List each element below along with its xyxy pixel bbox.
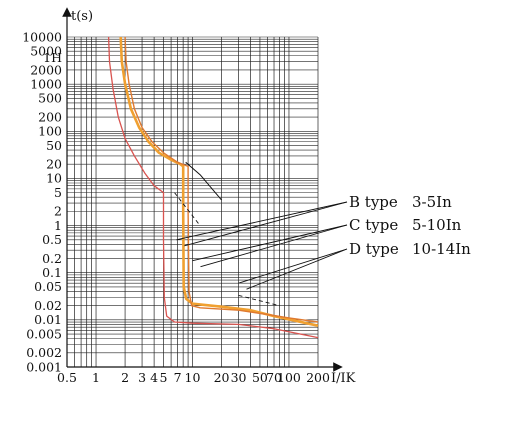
trip-curve <box>124 36 319 323</box>
x-tick-label: 70 <box>266 370 282 385</box>
leader-line <box>184 201 348 247</box>
x-tick-label: 50 <box>252 370 268 385</box>
trip-curve <box>174 192 201 226</box>
trip-curve <box>119 36 319 327</box>
tick-labels: 1000050001H200010005002001005020105210.5… <box>22 29 330 385</box>
y-tick-label: 2 <box>54 204 62 219</box>
x-tick-label: 1 <box>92 370 100 385</box>
y-tick-label: 10 <box>46 171 62 186</box>
leader-line <box>200 224 348 268</box>
y-tick-label: 5000 <box>30 43 62 58</box>
y-tick-label: 1 <box>54 218 62 233</box>
y-tick-label: 0.2 <box>42 251 62 266</box>
x-tick-label: 7 <box>174 370 182 385</box>
legend-annotations: B type 3-5In C type 5-10In D type 10-14In <box>176 193 471 290</box>
y-tick-label: 0.005 <box>26 326 62 341</box>
y-tick-label: 1000 <box>30 76 62 91</box>
x-tick-label: 200 <box>306 370 330 385</box>
x-axis-label: I/IK <box>331 371 356 386</box>
leader-line <box>246 248 348 290</box>
trip-curve <box>238 294 280 307</box>
x-tick-label: 100 <box>277 370 301 385</box>
curve-type-label: B type <box>349 193 398 211</box>
y-tick-label: 0.5 <box>42 232 62 247</box>
trip-curve <box>185 161 222 201</box>
curve-range-label: 5-10In <box>412 216 462 234</box>
x-tick-label: 3 <box>138 370 146 385</box>
y-tick-label: 0.002 <box>26 345 62 360</box>
y-tick-label: 50 <box>46 138 62 153</box>
axes <box>62 7 343 372</box>
y-tick-label: 2000 <box>30 62 62 77</box>
x-tick-label: 0.5 <box>57 370 77 385</box>
curve-type-label: D type <box>349 240 399 258</box>
curve-type-label: C type <box>349 216 398 234</box>
x-tick-label: 10 <box>185 370 201 385</box>
y-tick-label: 1H <box>43 50 62 65</box>
curves <box>107 36 319 339</box>
y-tick-label: 5 <box>54 185 62 200</box>
y-tick-label: 0.001 <box>26 359 62 374</box>
x-tick-label: 20 <box>214 370 230 385</box>
y-tick-label: 200 <box>38 109 62 124</box>
y-axis-label: t(s) <box>71 9 93 24</box>
y-tick-label: 0.01 <box>34 312 62 327</box>
y-tick-label: 100 <box>38 124 62 139</box>
y-tick-label: 20 <box>46 157 62 172</box>
leader-line <box>238 248 348 284</box>
y-tick-label: 10000 <box>22 29 62 44</box>
x-tick-label: 2 <box>121 370 129 385</box>
leader-line <box>176 201 348 241</box>
trip-curve <box>107 36 319 339</box>
curve-range-label: 3-5In <box>412 193 452 211</box>
y-tick-label: 0.1 <box>42 265 62 280</box>
y-tick-label: 500 <box>38 91 62 106</box>
y-tick-label: 0.05 <box>34 279 62 294</box>
x-tick-label: 4 <box>150 370 158 385</box>
x-tick-label: 5 <box>159 370 167 385</box>
x-tick-label: 30 <box>231 370 247 385</box>
leader-line <box>192 224 348 262</box>
y-tick-label: 0.02 <box>34 298 62 313</box>
curve-range-label: 10-14In <box>412 240 471 258</box>
